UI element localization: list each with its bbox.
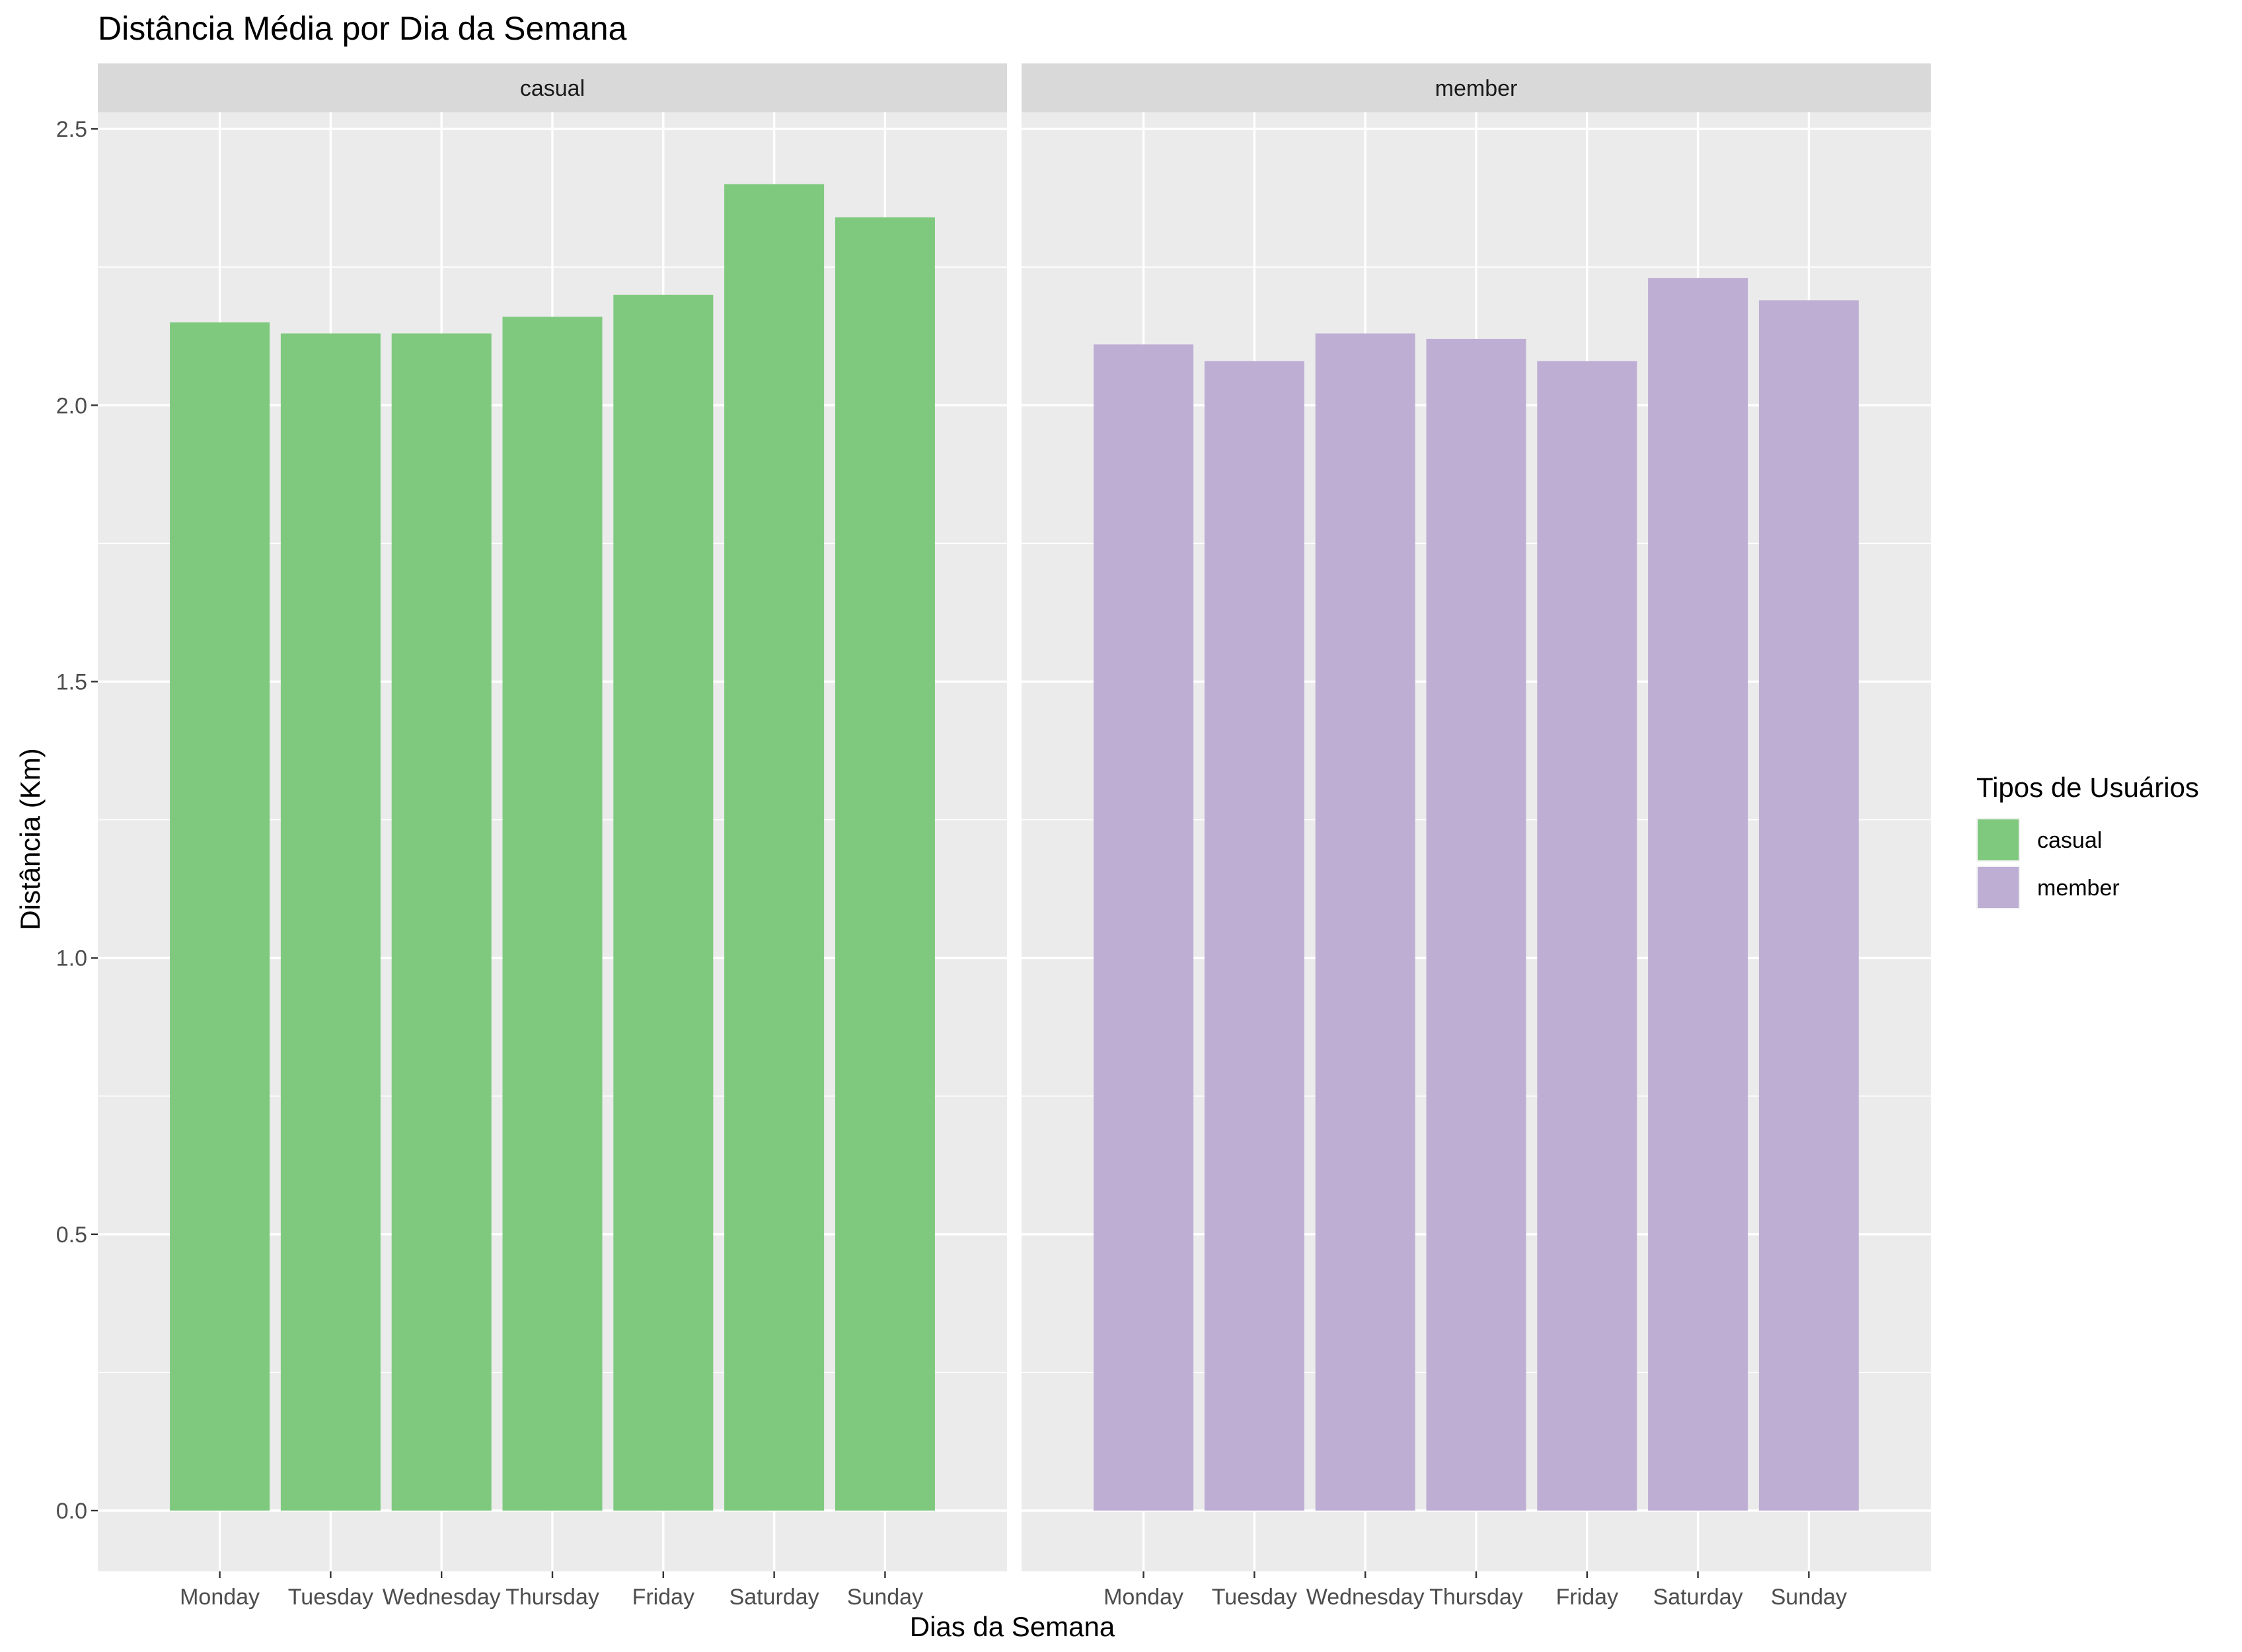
bar-member-friday [1537,361,1637,1511]
legend-key-casual [1978,819,2019,860]
bar-member-tuesday [1204,361,1304,1511]
x-tick-label: Saturday [729,1585,819,1610]
y-tick-label: 2.5 [56,117,87,142]
bar-casual-monday [170,322,270,1511]
x-tick-label: Sunday [847,1585,923,1610]
facet-strip [1022,63,1931,112]
legend-label-member: member [2037,876,2120,901]
x-tick-label: Sunday [1771,1585,1847,1610]
legend-title: Tipos de Usuários [1976,772,2199,803]
bar-casual-sunday [835,217,935,1511]
facet-strip-label: casual [520,76,585,101]
x-tick-label: Wednesday [1306,1585,1425,1610]
bar-member-wednesday [1315,333,1415,1511]
bar-member-monday [1094,344,1194,1511]
facet-strip [98,63,1007,112]
x-tick-label: Wednesday [383,1585,501,1610]
y-tick-label: 2.0 [56,393,87,418]
bar-casual-tuesday [280,333,381,1511]
y-tick-label: 1.5 [56,669,87,695]
facet-strip-label: member [1435,76,1518,101]
x-tick-label: Saturday [1653,1585,1743,1610]
x-tick-label: Tuesday [1212,1585,1297,1610]
bar-casual-wednesday [391,333,492,1511]
bar-member-thursday [1426,338,1526,1511]
bar-casual-saturday [724,184,825,1511]
y-tick-label: 1.0 [56,946,87,971]
legend-key-member [1978,867,2019,908]
bar-casual-thursday [502,317,603,1511]
bar-member-saturday [1648,278,1748,1511]
x-axis-title: Dias da Semana [910,1611,1115,1642]
x-tick-label: Friday [632,1585,694,1610]
x-tick-label: Thursday [1429,1585,1523,1610]
bar-member-sunday [1758,300,1859,1511]
x-tick-label: Thursday [505,1585,599,1610]
x-tick-label: Friday [1556,1585,1618,1610]
y-tick-label: 0.5 [56,1222,87,1248]
legend-label-casual: casual [2037,828,2102,853]
y-tick-label: 0.0 [56,1499,87,1524]
x-tick-label: Tuesday [288,1585,373,1610]
x-tick-label: Monday [180,1585,260,1610]
chart-title: Distância Média por Dia da Semana [98,10,627,47]
bar-casual-friday [613,295,714,1511]
x-tick-label: Monday [1103,1585,1183,1610]
y-axis-title: Distância (Km) [15,748,46,930]
